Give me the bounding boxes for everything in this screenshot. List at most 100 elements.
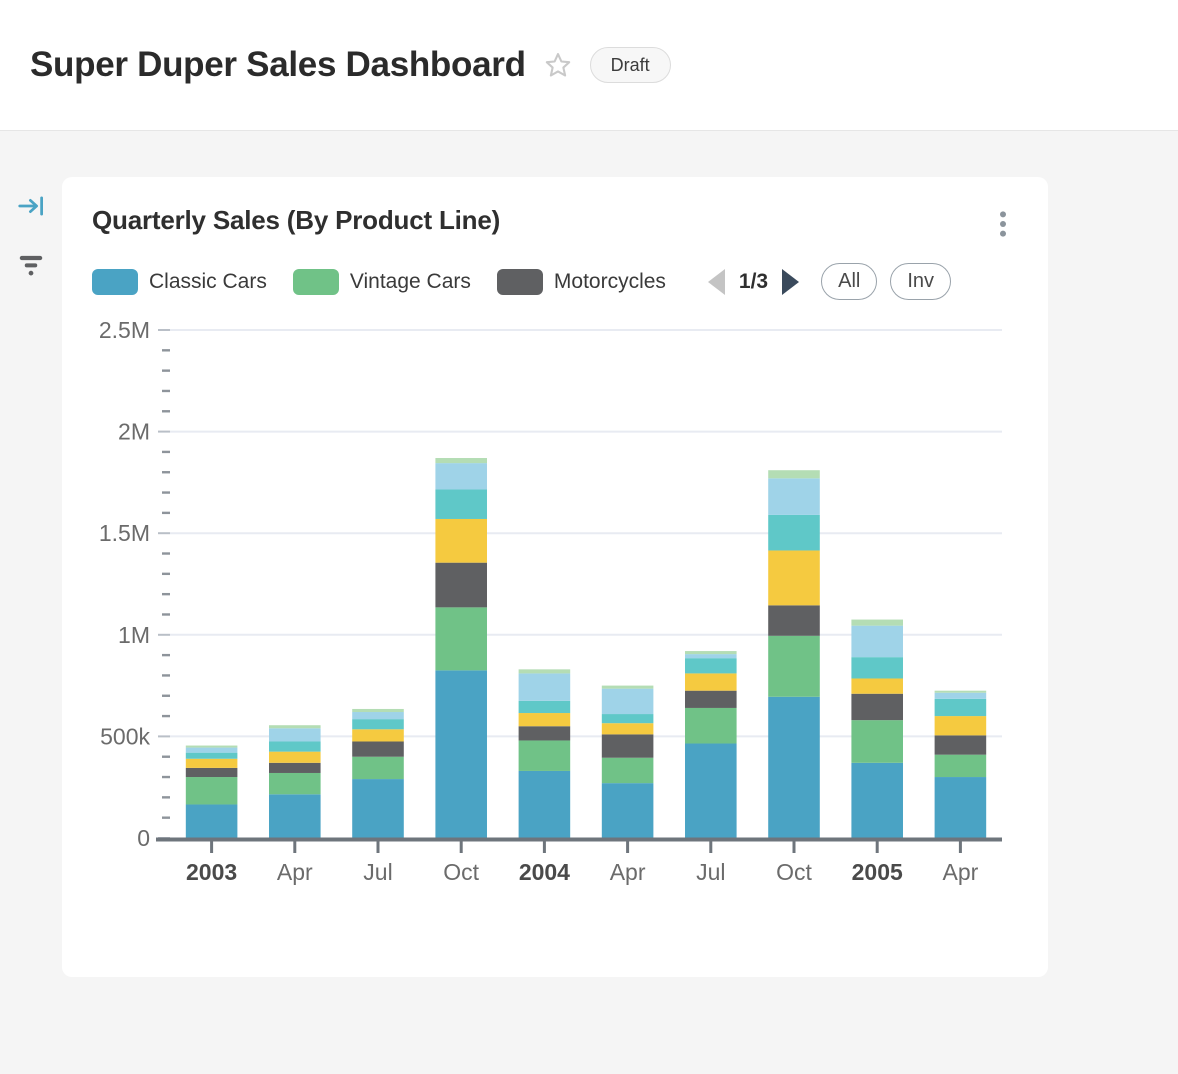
bar-segment[interactable] [185, 758, 238, 768]
x-axis-label: 2003 [186, 859, 237, 885]
bar-segment[interactable] [851, 762, 903, 838]
bar-segment[interactable] [269, 741, 321, 752]
bar-segment[interactable] [185, 767, 238, 778]
bar-segment[interactable] [685, 658, 737, 674]
bar-segment[interactable] [851, 625, 903, 658]
bar-segment[interactable] [518, 713, 571, 727]
bar-segment[interactable] [352, 708, 404, 713]
bar-segment[interactable] [435, 458, 487, 464]
bar-segment[interactable] [352, 719, 404, 730]
y-axis-label: 2.5M [99, 317, 150, 343]
bar-segment[interactable] [435, 607, 487, 671]
y-axis-label: 1.5M [99, 520, 150, 546]
kebab-menu-icon[interactable] [990, 205, 1016, 239]
bar-segment[interactable] [352, 712, 404, 720]
bar-segment[interactable] [601, 723, 654, 735]
triangle-right-icon[interactable] [782, 268, 800, 295]
bar-segment[interactable] [934, 716, 987, 736]
bar-segment[interactable] [352, 756, 404, 780]
bar-segment[interactable] [185, 777, 238, 805]
bar-segment[interactable] [851, 720, 903, 763]
bar-segment[interactable] [269, 772, 321, 795]
filter-icon[interactable] [16, 249, 46, 279]
bar-segment[interactable] [685, 654, 737, 659]
bar-segment[interactable] [601, 757, 654, 784]
bar-segment[interactable] [934, 692, 987, 699]
bar-segment[interactable] [601, 688, 654, 715]
x-axis-label: 2005 [852, 859, 903, 885]
star-outline-icon[interactable] [544, 51, 572, 79]
bar-segment[interactable] [185, 804, 238, 838]
bar-segment[interactable] [269, 725, 321, 729]
bar-segment[interactable] [601, 734, 654, 758]
bar-segment[interactable] [518, 700, 571, 714]
plot-area: 0 500k 1M 1.5M 2M 2.5M 2003 Apr Jul Oct 2004 Apr Jul… [92, 316, 1016, 896]
bar-segment[interactable] [435, 562, 487, 608]
bar-segment[interactable] [685, 651, 737, 655]
bar-segment[interactable] [685, 743, 737, 838]
bar-segment[interactable] [435, 463, 487, 490]
bar-segment[interactable] [185, 745, 238, 748]
bar-segment[interactable] [851, 678, 903, 694]
bar-segment[interactable] [768, 470, 820, 479]
bar-segment[interactable] [601, 714, 654, 724]
bar-segment[interactable] [518, 669, 571, 674]
bar-segment[interactable] [269, 728, 321, 742]
bar-segment[interactable] [269, 751, 321, 763]
bar-segment[interactable] [518, 770, 571, 838]
bar-segment[interactable] [851, 693, 903, 721]
bar-segment[interactable] [851, 619, 903, 626]
bar-segment[interactable] [851, 657, 903, 679]
expand-panel-arrow-icon[interactable] [16, 191, 46, 221]
bar-segment[interactable] [435, 489, 487, 519]
app-body: Quarterly Sales (By Product Line) Classi… [0, 131, 1178, 1074]
bar-segment[interactable] [934, 735, 987, 755]
bar-segment[interactable] [185, 752, 238, 759]
select-all-button[interactable]: All [821, 263, 878, 300]
bar-segment[interactable] [269, 794, 321, 838]
bar-segment[interactable] [934, 754, 987, 778]
bar-segment[interactable] [269, 762, 321, 773]
bar-segment[interactable] [768, 635, 820, 697]
bar-segment[interactable] [934, 698, 987, 717]
bar-segment[interactable] [934, 777, 987, 838]
status-badge: Draft [589, 47, 671, 83]
bar-segment[interactable] [352, 741, 404, 757]
triangle-left-icon[interactable] [707, 268, 725, 295]
bar-segment[interactable] [518, 740, 571, 771]
bar-segment[interactable] [601, 685, 654, 689]
bar-segment[interactable] [685, 707, 737, 744]
legend-item-motorcycles[interactable]: Motorcycles [496, 268, 666, 295]
bar-segment[interactable] [518, 673, 571, 701]
x-axis-label: Jul [363, 859, 392, 885]
bar-segment[interactable] [435, 670, 487, 838]
chart-legend: Classic Cars Vintage Cars Motorcycles 1/3 … [92, 263, 1016, 300]
bar-segment[interactable] [685, 673, 737, 691]
bar-segment[interactable] [435, 518, 487, 563]
x-axis-label: Jul [696, 859, 725, 885]
bar-segment[interactable] [768, 478, 820, 515]
bar-segment[interactable] [768, 696, 820, 838]
y-axis-label: 1M [118, 622, 150, 648]
invert-selection-button[interactable]: Inv [890, 263, 952, 300]
y-axis-label: 500k [100, 723, 150, 749]
bar-segment[interactable] [768, 514, 820, 551]
legend-label: Vintage Cars [349, 269, 471, 293]
bar-segment[interactable] [185, 747, 238, 753]
stacked-bar-chart[interactable]: 0 500k 1M 1.5M 2M 2.5M 2003 Apr Jul Oct 2004 Apr Jul… [92, 316, 1012, 896]
bar-segment[interactable] [601, 783, 654, 838]
legend-swatch [292, 268, 339, 295]
legend-item-classic-cars[interactable]: Classic Cars [92, 268, 267, 295]
bar-segment[interactable] [352, 729, 404, 742]
bar-segment[interactable] [518, 726, 571, 741]
legend-item-vintage-cars[interactable]: Vintage Cars [292, 268, 471, 295]
bar-segment[interactable] [934, 690, 987, 693]
bar-segment[interactable] [768, 605, 820, 636]
bar-segment[interactable] [768, 550, 820, 606]
content-area: Quarterly Sales (By Product Line) Classi… [62, 131, 1178, 1074]
bar-segment[interactable] [685, 690, 737, 708]
x-axis-label: Oct [443, 859, 479, 885]
bar-segment[interactable] [352, 779, 404, 838]
x-axis-label: Apr [277, 859, 313, 885]
chart-card: Quarterly Sales (By Product Line) Classi… [62, 177, 1048, 977]
